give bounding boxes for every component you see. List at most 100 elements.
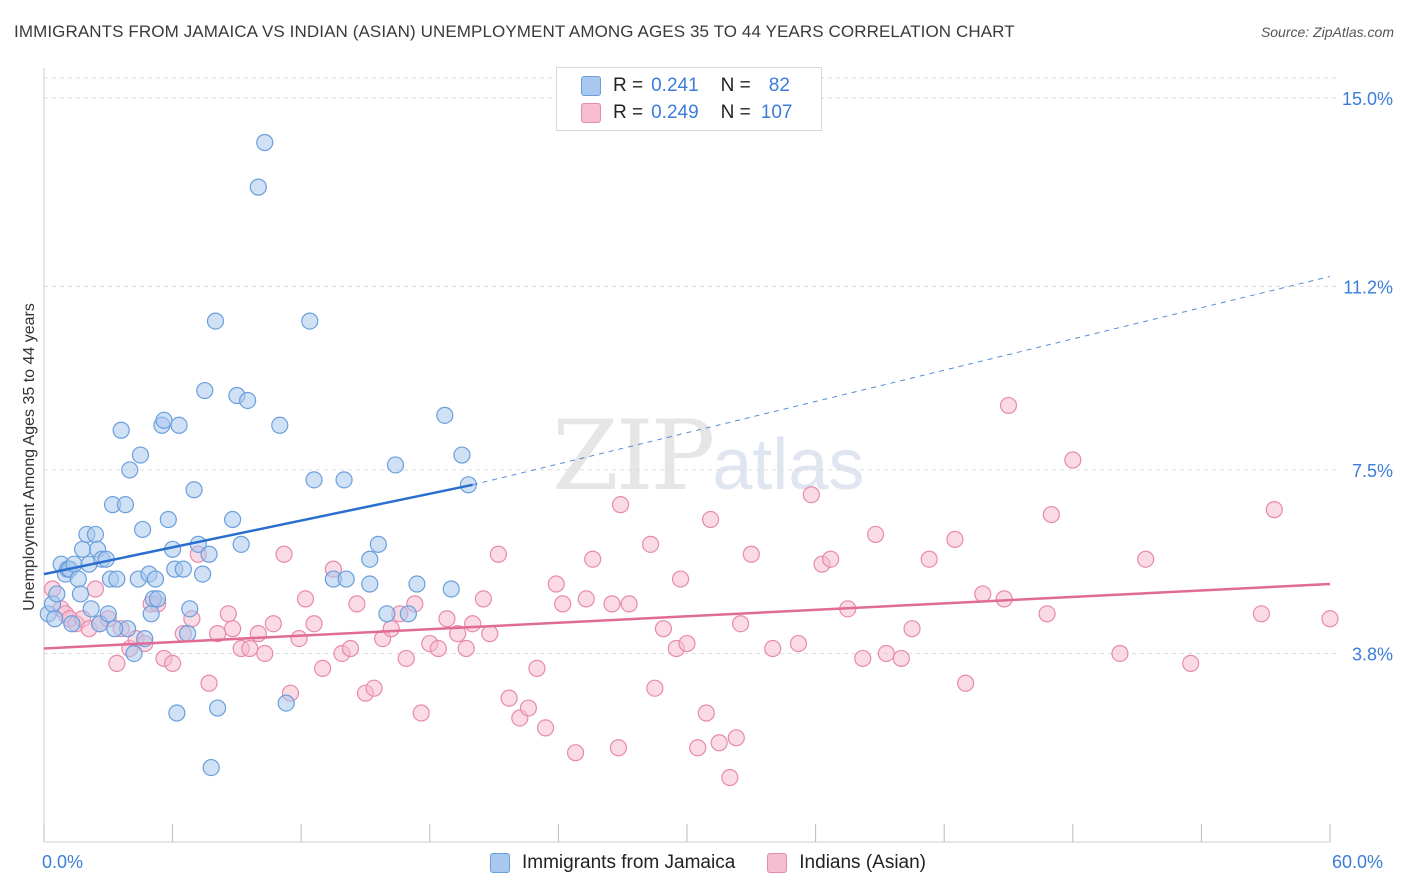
point-jamaica [185, 481, 203, 499]
point-indians [547, 575, 565, 593]
point-indians [481, 625, 499, 643]
point-jamaica [146, 570, 165, 588]
trend-line-indians [43, 582, 1331, 650]
point-indians [764, 639, 782, 658]
watermark-atlas: atlas [712, 425, 865, 505]
point-indians [867, 525, 885, 544]
point-indians [264, 615, 282, 633]
point-jamaica [71, 585, 90, 603]
point-jamaica [386, 456, 405, 474]
chart-title: IMMIGRANTS FROM JAMAICA VS INDIAN (ASIAN… [14, 22, 1015, 41]
point-indians [305, 615, 323, 633]
legend-row-jamaica: R = 0.241 N = 82 [581, 74, 790, 98]
y-tick-label: 15.0% [1342, 89, 1393, 109]
point-indians [710, 734, 728, 752]
point-indians [554, 595, 572, 613]
watermark: ZIPatlas [552, 400, 864, 512]
point-indians [1182, 654, 1200, 673]
point-jamaica [69, 570, 87, 588]
legend-swatch-jamaica [581, 76, 601, 96]
point-indians [877, 644, 895, 663]
point-jamaica [277, 694, 295, 712]
point-jamaica [148, 590, 167, 608]
legend-n-value: 107 [760, 102, 793, 123]
point-jamaica [155, 411, 173, 429]
point-indians [584, 550, 602, 568]
point-indians [999, 396, 1018, 415]
point-jamaica [232, 535, 250, 553]
point-indians [789, 634, 808, 653]
point-jamaica [256, 133, 274, 152]
legend-r-label: R = [613, 75, 644, 96]
trend-line-jamaica [43, 483, 473, 576]
point-indians [348, 595, 366, 613]
point-jamaica [99, 605, 117, 623]
point-indians [609, 739, 628, 757]
point-jamaica [133, 520, 152, 539]
point-jamaica [337, 570, 355, 588]
bottom-legend-item-jamaica: Immigrants from Jamaica [490, 852, 735, 874]
point-indians [892, 649, 910, 668]
point-indians [296, 590, 315, 608]
point-indians [731, 615, 750, 633]
bottom-legend-item-indians: Indians (Asian) [767, 852, 926, 874]
point-indians [678, 634, 696, 653]
point-indians [654, 620, 673, 638]
point-indians [1265, 501, 1283, 519]
point-jamaica [224, 510, 242, 529]
point-indians [290, 629, 308, 648]
point-jamaica [112, 421, 130, 439]
point-indians [519, 699, 537, 717]
point-indians [603, 595, 621, 613]
point-indians [365, 679, 383, 697]
point-jamaica [436, 406, 454, 424]
point-jamaica [239, 391, 257, 410]
point-indians [957, 674, 975, 692]
point-jamaica [196, 381, 214, 400]
point-indians [256, 644, 274, 663]
point-indians [219, 605, 237, 623]
point-indians [500, 689, 518, 707]
point-indians [721, 768, 739, 787]
point-jamaica [116, 496, 135, 514]
point-indians [536, 719, 555, 737]
point-jamaica [399, 605, 417, 623]
bottom-legend-swatch-jamaica [490, 853, 510, 873]
legend-n-value: 82 [768, 75, 790, 96]
point-indians [577, 590, 595, 608]
point-indians [1252, 605, 1271, 623]
bottom-legend-swatch-indians [767, 853, 788, 873]
point-jamaica [249, 178, 267, 196]
bottom-legend: Immigrants from Jamaica Indians (Asian) [490, 852, 958, 874]
trend-line-jamaica-extension [472, 275, 1331, 486]
point-jamaica [202, 758, 220, 777]
point-jamaica [181, 600, 199, 618]
point-jamaica [48, 585, 66, 603]
point-indians [566, 744, 585, 762]
point-indians [611, 496, 630, 514]
point-indians [1137, 550, 1155, 568]
point-indians [854, 649, 872, 668]
bottom-legend-label-indians: Indians (Asian) [799, 852, 927, 873]
point-indians [701, 510, 720, 529]
point-indians [382, 620, 400, 638]
point-jamaica [125, 644, 143, 663]
legend-r-value: 0.249 [651, 102, 699, 123]
point-jamaica [200, 545, 218, 563]
point-jamaica [361, 575, 379, 593]
point-indians [646, 679, 664, 697]
point-jamaica [305, 471, 323, 489]
point-jamaica [179, 625, 197, 643]
point-indians [974, 585, 992, 603]
point-jamaica [142, 605, 160, 623]
point-indians [200, 674, 218, 692]
legend-r-value: 0.241 [651, 75, 699, 96]
legend-n-label: N = [720, 102, 751, 123]
point-indians [641, 535, 660, 553]
point-indians [671, 570, 690, 588]
point-indians [457, 639, 475, 658]
point-jamaica [108, 570, 126, 588]
point-jamaica [301, 312, 319, 330]
legend-n-label: N = [720, 75, 751, 96]
